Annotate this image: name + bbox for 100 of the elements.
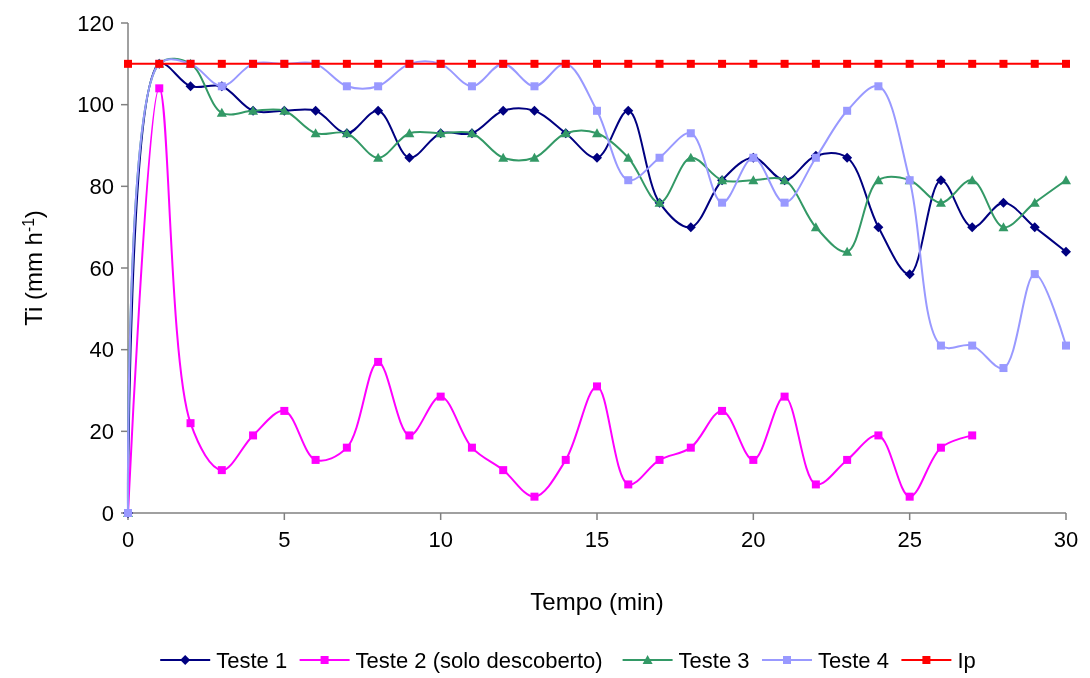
point [374, 59, 383, 68]
point [718, 198, 727, 207]
y-tick-label: 100 [77, 92, 114, 118]
point [811, 59, 820, 68]
point [624, 59, 633, 68]
point [373, 152, 384, 162]
point [842, 152, 853, 163]
point [999, 59, 1008, 68]
point [748, 175, 759, 185]
point [749, 455, 758, 464]
point [968, 431, 977, 440]
point [467, 59, 476, 68]
point [624, 176, 633, 185]
y-tick-label: 20 [89, 419, 114, 445]
point [685, 222, 696, 233]
point [718, 406, 727, 415]
point [780, 198, 789, 207]
point [935, 197, 946, 207]
point [1061, 175, 1071, 185]
y-tick-label: 60 [89, 255, 114, 281]
point [936, 59, 945, 68]
point [905, 492, 914, 501]
point [842, 246, 853, 256]
point [280, 406, 289, 415]
point [1030, 270, 1039, 279]
point [186, 419, 195, 428]
point [217, 59, 226, 68]
point [936, 443, 945, 452]
point [655, 153, 664, 162]
point [749, 59, 758, 68]
point [530, 59, 539, 68]
x-tick-label: 30 [1053, 527, 1079, 552]
point [874, 431, 883, 440]
x-axis-title: Tempo (min) [530, 588, 664, 615]
point [655, 59, 664, 68]
point [1062, 341, 1070, 350]
point [404, 128, 415, 138]
point [874, 59, 883, 68]
point [185, 81, 196, 92]
point [718, 59, 727, 68]
point [373, 105, 384, 116]
point [467, 82, 476, 91]
point [843, 106, 852, 115]
point [904, 269, 915, 280]
point [998, 222, 1009, 232]
point [498, 152, 509, 162]
point [686, 129, 695, 138]
point [623, 105, 634, 116]
point [436, 392, 445, 401]
point [216, 107, 227, 117]
point [968, 59, 977, 68]
point [561, 455, 570, 464]
point [310, 105, 321, 116]
x-tick-label: 10 [428, 527, 453, 552]
point [529, 152, 540, 162]
point [843, 59, 852, 68]
point [686, 443, 695, 452]
x-tick-label: 25 [897, 527, 922, 552]
y-tick-label: 120 [77, 10, 114, 36]
legend-label: Teste 1 [216, 647, 288, 673]
point [405, 431, 414, 440]
x-tick-label: 5 [278, 527, 291, 552]
point [124, 59, 132, 68]
x-tick-label: 0 [121, 527, 135, 552]
point [780, 392, 789, 401]
point [873, 175, 884, 185]
point [249, 431, 258, 440]
legend-label: Ip [957, 647, 976, 673]
point [967, 175, 978, 185]
point [374, 357, 383, 366]
legend-label: Teste 2 (solo descoberto) [355, 647, 603, 673]
point [843, 455, 852, 464]
point [935, 175, 946, 186]
x-tick-label: 15 [584, 527, 610, 552]
point [874, 82, 883, 91]
point [374, 82, 383, 91]
y-tick-label: 80 [89, 174, 114, 200]
point [624, 480, 633, 489]
point [498, 105, 509, 116]
point [530, 492, 539, 501]
point [905, 59, 914, 68]
y-tick-label: 0 [101, 500, 114, 526]
point [529, 105, 540, 116]
point [623, 152, 634, 162]
point [467, 443, 476, 452]
point [998, 197, 1009, 208]
legend-label: Teste 4 [818, 647, 889, 673]
point [873, 222, 884, 233]
point [686, 59, 695, 68]
y-tick-label: 40 [89, 337, 114, 363]
point [593, 382, 601, 391]
point [217, 466, 226, 475]
point [530, 82, 539, 91]
point [155, 84, 164, 93]
point [593, 106, 601, 115]
point [404, 152, 415, 163]
point [592, 152, 602, 163]
point [1061, 246, 1071, 257]
point [968, 341, 977, 350]
point [999, 364, 1008, 373]
